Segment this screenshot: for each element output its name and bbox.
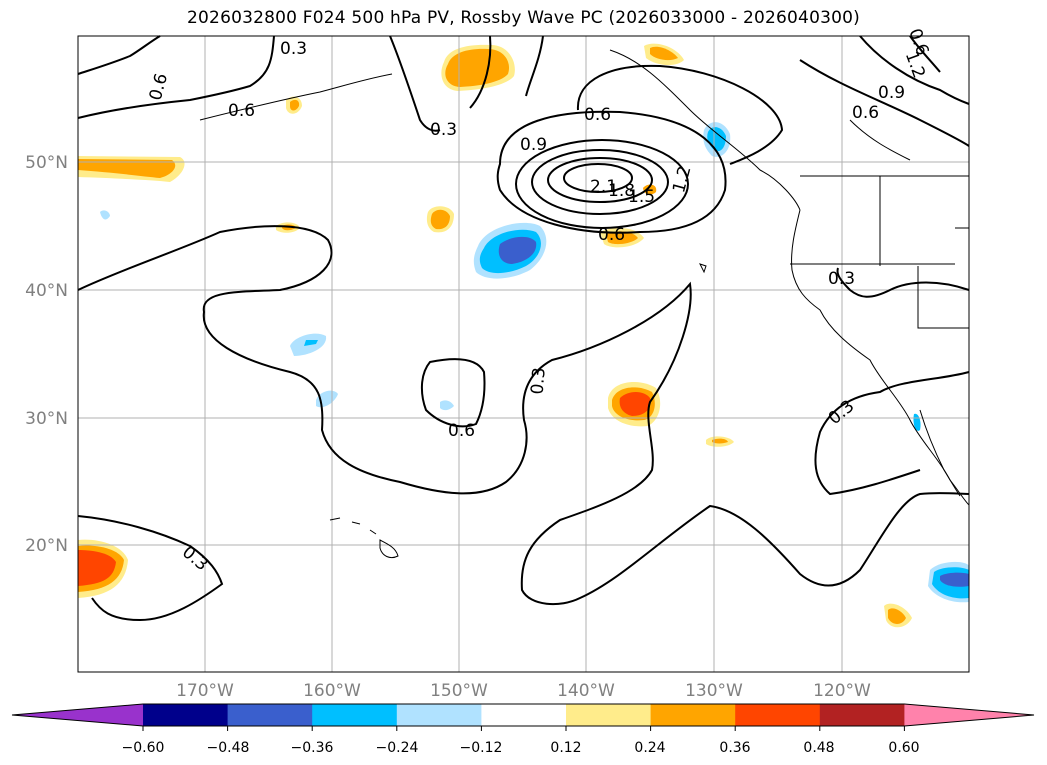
contour-label: 0.3 — [528, 367, 550, 396]
map-title: 2026032800 F024 500 hPa PV, Rossby Wave … — [187, 8, 860, 28]
contour-label: 0.3 — [178, 542, 212, 575]
colorbar-extend-high — [904, 704, 1034, 726]
contour-label: 0.6 — [228, 101, 255, 121]
map-frame — [77, 35, 970, 673]
colorbar-tick-label: 0.24 — [634, 740, 665, 756]
lat-label: 50°N — [25, 153, 68, 173]
colorbar-segment — [227, 704, 313, 726]
lon-label: 120°W — [813, 681, 871, 701]
colorbar-tick-label: 0.12 — [550, 740, 581, 756]
lat-label: 30°N — [25, 409, 68, 429]
lon-label: 140°W — [557, 681, 615, 701]
colorbar-tick-label: −0.48 — [207, 740, 250, 756]
lon-label: 170°W — [176, 681, 234, 701]
lat-label: 20°N — [25, 536, 68, 556]
colorbar-segment — [566, 704, 652, 726]
contour-label: 0.3 — [280, 39, 307, 59]
colorbar-tick-label: −0.24 — [376, 740, 419, 756]
lon-label: 160°W — [303, 681, 361, 701]
contour-label: 0.3 — [825, 396, 859, 429]
latitude-labels: 50°N 40°N 30°N 20°N — [25, 153, 68, 556]
colorbar-segment — [481, 704, 567, 726]
pv-contours — [77, 35, 970, 622]
contour-label: 0.6 — [852, 103, 879, 123]
contour-label: 0.9 — [520, 135, 547, 155]
contour-label: 0.6 — [146, 71, 172, 102]
colorbar-extend-low — [12, 704, 143, 726]
colorbar-segment — [650, 704, 736, 726]
contour-label: 0.3 — [828, 269, 855, 289]
coastlines — [199, 49, 970, 559]
colorbar-segment — [396, 704, 482, 726]
contour-label: 1.2 — [669, 164, 695, 195]
contour-label: 1.8 — [608, 181, 635, 201]
colorbar — [11, 703, 1035, 731]
contour-label: 0.9 — [878, 83, 905, 103]
colorbar-segment — [735, 704, 821, 726]
lat-label: 40°N — [25, 281, 68, 301]
contour-label: 2.1 — [590, 177, 617, 197]
colorbar-tick-label: 0.60 — [888, 740, 919, 756]
contour-label: 1.5 — [628, 187, 655, 207]
colorbar-tick-label: −0.60 — [122, 740, 165, 756]
contour-label: 0.6 — [584, 105, 611, 125]
lon-label: 150°W — [430, 681, 488, 701]
colorbar-ticks: −0.60 −0.48 −0.36 −0.24 −0.12 0.12 0.24 … — [122, 740, 920, 756]
colorbar-tick-label: −0.12 — [460, 740, 503, 756]
contour-label: 0.6 — [598, 225, 625, 245]
gridlines — [78, 36, 969, 672]
lon-label: 130°W — [685, 681, 743, 701]
colorbar-tick-label: −0.36 — [291, 740, 334, 756]
colorbar-segment — [819, 704, 905, 726]
longitude-labels: 170°W 160°W 150°W 140°W 130°W 120°W — [176, 681, 871, 701]
colorbar-segment — [143, 704, 229, 726]
contour-labels: 0.3 0.3 0.6 0.6 0.6 0.3 0.6 0.9 1.2 0.9 … — [146, 26, 933, 575]
colorbar-tick-label: 0.36 — [719, 740, 750, 756]
colorbar-tick-label: 0.48 — [803, 740, 834, 756]
contour-label: 0.6 — [448, 421, 475, 441]
contour-label: 0.3 — [430, 120, 457, 140]
colorbar-segment — [312, 704, 398, 726]
